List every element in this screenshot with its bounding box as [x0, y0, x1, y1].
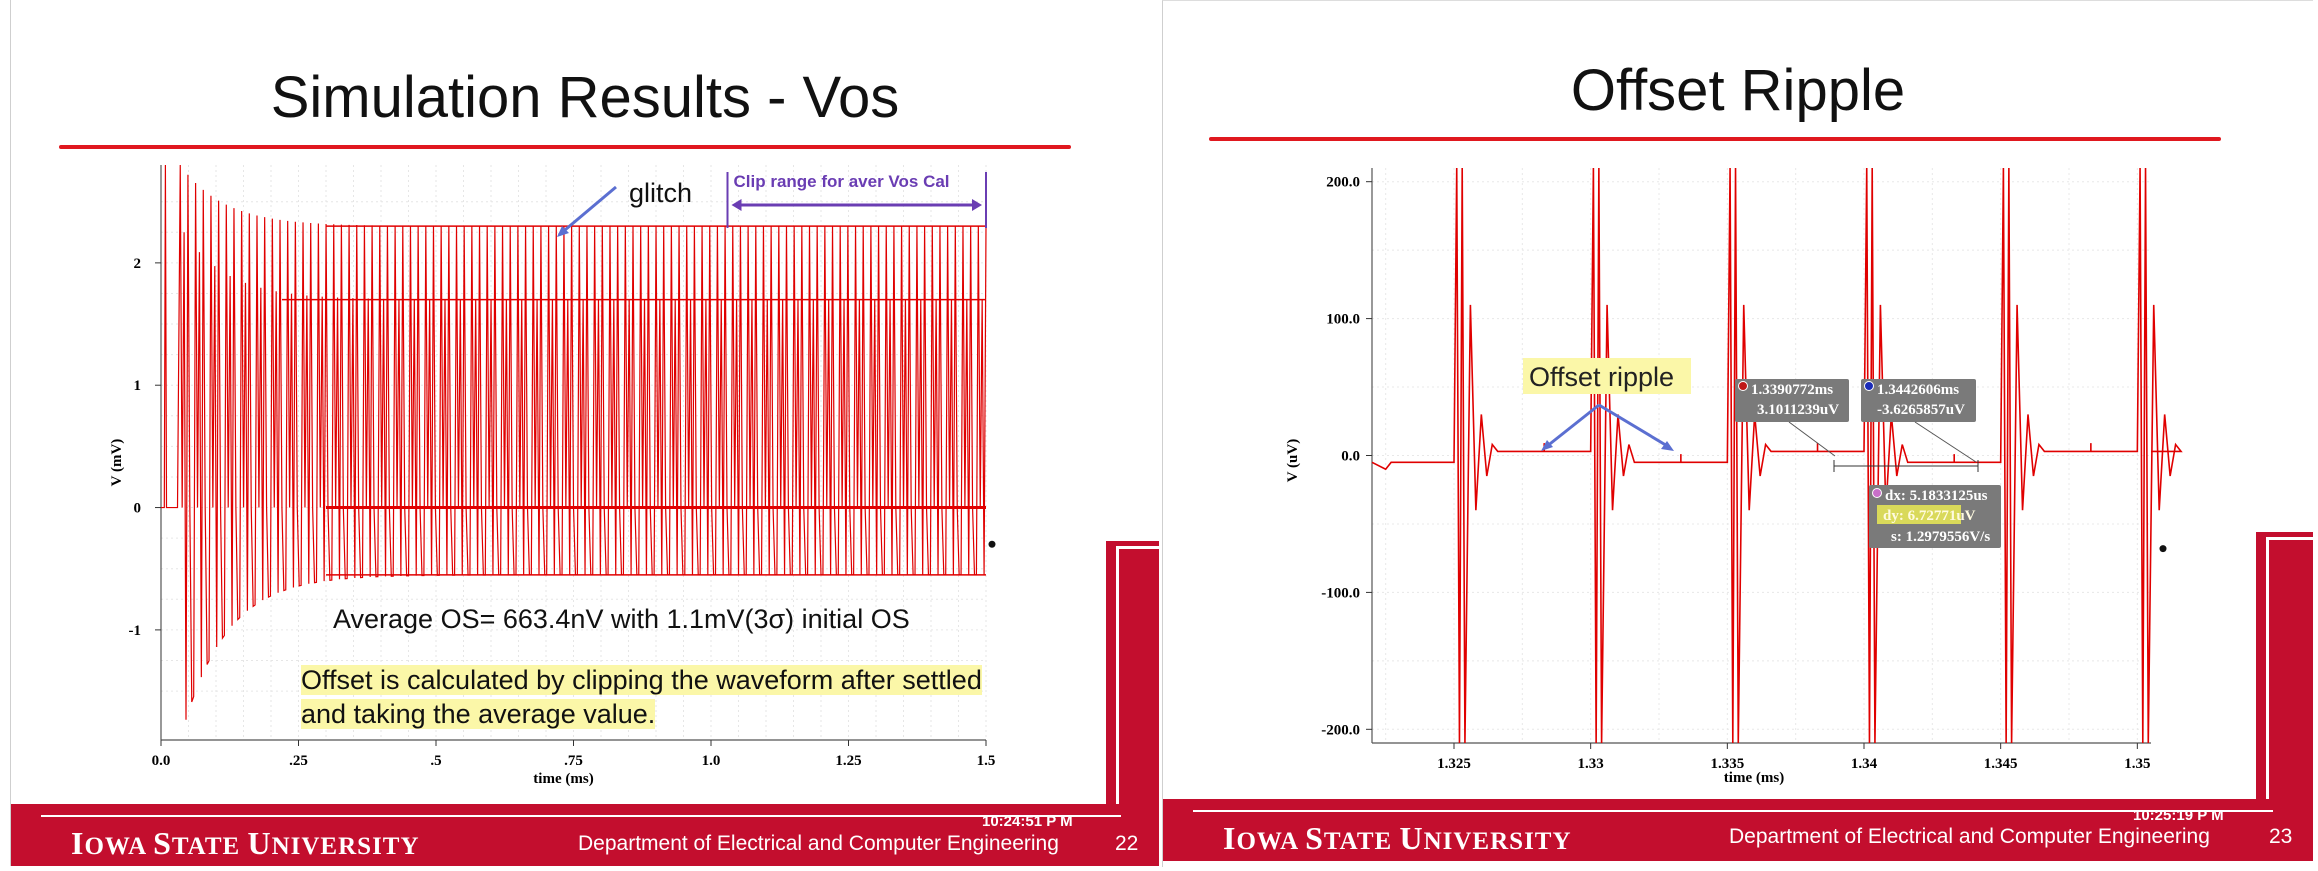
y-tick-label: 1	[134, 378, 142, 394]
department-name: Department of Electrical and Computer En…	[1729, 825, 2210, 848]
glitch-label: glitch	[629, 178, 692, 208]
ripple-arrowhead-right	[1661, 441, 1674, 451]
footer-line	[1193, 810, 2273, 812]
end-marker	[988, 540, 996, 548]
marker-b-box	[1861, 379, 1976, 422]
ripple-arrow-right	[1598, 403, 1670, 449]
y-tick-label: 100.0	[1326, 312, 1360, 328]
side-accent-line-top	[1116, 546, 1159, 549]
delta-dy: dy: 6.72771uV	[1883, 508, 1976, 524]
footer-line	[41, 815, 1121, 817]
y-tick-label: -100.0	[1321, 585, 1360, 601]
marker-a-box	[1735, 379, 1849, 422]
average-os-text: Average OS= 663.4nV with 1.1mV(3σ) initi…	[333, 604, 910, 634]
x-tick-label: 0.0	[152, 753, 171, 769]
slide-title: Offset Ripple	[1570, 58, 1906, 123]
clip-arrowhead-left	[731, 199, 742, 211]
slide-23: Offset Ripple 1.325 1.33 1.335 1.34 1.345 1.3…	[1162, 0, 2313, 867]
side-accent-line-top	[2266, 537, 2313, 540]
marker-b-leader	[1914, 421, 1977, 463]
x-tick-label: 1.34	[1851, 756, 1878, 772]
side-accent-line	[2266, 537, 2269, 817]
offset-ripple-chart: 1.325 1.33 1.335 1.34 1.345 1.35 200.0 100.0 0.0…	[1285, 167, 2183, 786]
university-name: IOWA STATE UNIVERSITY	[71, 825, 420, 861]
offset-ripple-highlight	[1523, 358, 1691, 394]
ripple-arrowhead-left	[1541, 440, 1553, 451]
timestamp: 10:24:51 P M	[982, 813, 1073, 830]
page-number: 22	[1115, 832, 1139, 855]
x-axis-label: time (ms)	[533, 771, 593, 787]
side-accent	[2256, 532, 2313, 817]
end-marker	[2159, 545, 2167, 553]
waveform-series	[161, 164, 987, 720]
marker-b-y: -3.6265857uV	[1877, 402, 1965, 418]
delta-dot	[1872, 488, 1882, 498]
clip-arrowhead-right	[972, 199, 982, 211]
y-axis-label: V (uV)	[1285, 439, 1301, 482]
x-tick-label: 1.325	[1437, 756, 1471, 772]
side-accent	[1106, 541, 1159, 816]
marker-a-leader	[1788, 421, 1836, 457]
page-number: 23	[2269, 825, 2293, 848]
x-tick-label: 1.25	[835, 753, 861, 769]
x-tick-label: .5	[430, 753, 441, 769]
delta-slope: s: 1.2979556V/s	[1891, 529, 1990, 545]
x-tick-label: 1.335	[1710, 756, 1744, 772]
marker-a-dot	[1738, 381, 1748, 391]
footer-bar: IOWA STATE UNIVERSITY Department of Elec…	[11, 804, 1159, 866]
slide-title: Simulation Results - Vos	[270, 65, 900, 130]
x-tick-label: 1.345	[1984, 756, 2018, 772]
offset-note-line1: Offset is calculated by clipping the wav…	[301, 665, 982, 695]
y-axis-label: V (mV)	[109, 439, 125, 487]
footer-bar: IOWA STATE UNIVERSITY Department of Elec…	[1163, 799, 2313, 861]
university-name: IOWA STATE UNIVERSITY	[1223, 820, 1572, 856]
marker-b-x: 1.3442606ms	[1877, 382, 1959, 398]
y-tick-label: -1	[129, 623, 142, 639]
x-axis-label: time (ms)	[1724, 770, 1784, 786]
y-tick-label: 0.0	[1341, 449, 1360, 465]
title-underline	[1209, 137, 2221, 141]
x-tick-label: .75	[564, 753, 583, 769]
slide-22: Simulation Results - Vos 0.0 .25 .5 .75 1.0 1…	[10, 0, 1159, 866]
y-tick-label: -200.0	[1321, 722, 1360, 738]
marker-a-x: 1.3390772ms	[1751, 382, 1833, 398]
side-accent-line	[1116, 546, 1119, 816]
offset-note: Offset is calculated by clipping the wav…	[301, 663, 982, 731]
marker-b-dot	[1864, 381, 1874, 391]
offset-ripple-label: Offset ripple	[1529, 362, 1674, 392]
x-tick-label: 1.0	[702, 753, 721, 769]
glitch-arrow	[558, 185, 617, 237]
y-tick-label: 200.0	[1326, 175, 1360, 191]
ripple-arrow-left	[1545, 403, 1600, 449]
y-tick-label: 2	[134, 256, 142, 272]
offset-note-line2: and taking the average value.	[301, 699, 656, 729]
x-tick-label: .25	[289, 753, 308, 769]
delta-dx: dx: 5.1833125us	[1885, 488, 1988, 504]
marker-a-y: 3.1011239uV	[1757, 402, 1839, 418]
delta-dy-highlight	[1877, 505, 1961, 524]
ripple-series	[1371, 167, 2183, 744]
glitch-arrowhead	[557, 226, 569, 237]
timestamp: 10:25:19 P M	[2133, 807, 2224, 824]
clip-range-label: Clip range for aver Vos Cal	[734, 172, 950, 191]
vos-simulation-chart: 0.0 .25 .5 .75 1.0 1.25 1.5 2 1 0 -1 time (ms) V (mV…	[109, 164, 996, 787]
x-tick-label: 1.5	[977, 753, 996, 769]
department-name: Department of Electrical and Computer En…	[578, 832, 1059, 855]
x-tick-label: 1.33	[1578, 756, 1604, 772]
y-tick-label: 0	[134, 501, 142, 517]
x-tick-label: 1.35	[2124, 756, 2150, 772]
title-underline	[59, 145, 1071, 149]
